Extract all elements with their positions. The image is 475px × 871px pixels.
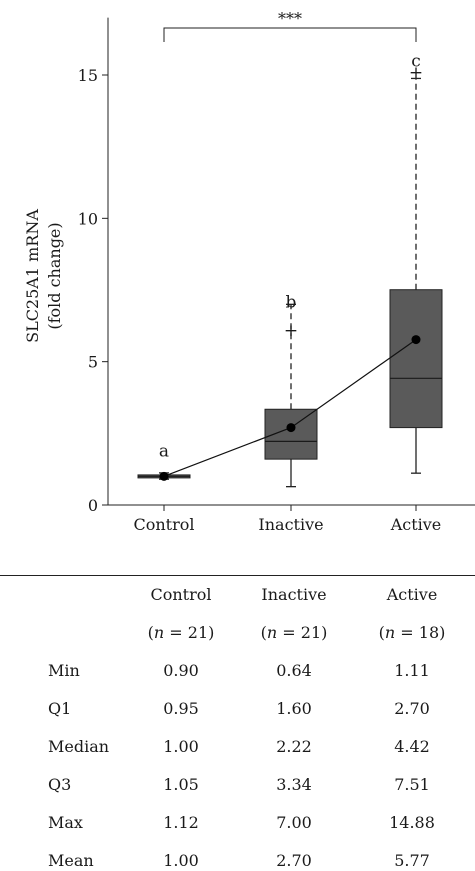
y-tick-label: 0 xyxy=(88,496,98,515)
table-cell: 1.11 xyxy=(394,661,430,680)
outlier-marker: + xyxy=(409,63,423,83)
table-column-n: (n = 21) xyxy=(147,623,215,642)
table-row-label: Max xyxy=(48,813,83,832)
table-cell: 5.77 xyxy=(394,851,430,870)
mean-point xyxy=(411,335,421,345)
mean-point xyxy=(286,423,296,433)
table-cell: 2.70 xyxy=(394,699,430,718)
y-tick-label: 15 xyxy=(78,66,98,85)
table-row-label: Q1 xyxy=(48,699,72,718)
table-cell: 0.90 xyxy=(163,661,199,680)
x-tick-label: Control xyxy=(133,515,194,534)
table-cell: 4.42 xyxy=(394,737,430,756)
y-axis-label-line1: SLC25A1 mRNA xyxy=(23,209,42,343)
x-tick-label: Inactive xyxy=(258,515,323,534)
table-row-label: Q3 xyxy=(48,775,72,794)
table-cell: 2.22 xyxy=(276,737,312,756)
table-cell: 2.70 xyxy=(276,851,312,870)
x-tick-label: Active xyxy=(390,515,442,534)
table-column-n: (n = 18) xyxy=(378,623,446,642)
table-row-label: Median xyxy=(48,737,110,756)
table-cell: 7.51 xyxy=(394,775,430,794)
box-iqr xyxy=(389,289,443,429)
y-axis-label: SLC25A1 mRNA (fold change) xyxy=(23,209,64,343)
table-cell: 7.00 xyxy=(276,813,312,832)
table-cell: 1.05 xyxy=(163,775,199,794)
box-active: +c xyxy=(389,52,443,474)
table-column-header: Control xyxy=(150,585,212,604)
y-axis-label-line2: (fold change) xyxy=(45,222,64,329)
table-column-header: Inactive xyxy=(261,585,327,604)
group-letter: c xyxy=(411,52,421,72)
group-letter: a xyxy=(159,442,169,462)
table-cell: 0.95 xyxy=(163,699,199,718)
table-column-n: (n = 21) xyxy=(260,623,328,642)
mean-point xyxy=(159,471,169,481)
table-row-label: Min xyxy=(48,661,80,680)
table-cell: 1.00 xyxy=(163,851,199,870)
box-series: a+b+c xyxy=(137,52,443,488)
significance-label: *** xyxy=(278,9,302,28)
group-letter: b xyxy=(286,292,297,312)
box-inactive: +b xyxy=(264,292,318,488)
y-tick-label: 10 xyxy=(78,209,98,228)
axes: 0 5 10 15 Control Inactive Active xyxy=(78,17,475,534)
table-cell: 1.12 xyxy=(163,813,199,832)
table-cell: 3.34 xyxy=(276,775,312,794)
table-cell: 14.88 xyxy=(389,813,435,832)
bracket-line xyxy=(163,27,417,42)
table-column-header: Active xyxy=(386,585,438,604)
y-tick-label: 5 xyxy=(88,353,98,372)
table-cell: 0.64 xyxy=(276,661,312,680)
table-cell: 1.00 xyxy=(163,737,199,756)
significance-bracket: *** xyxy=(163,9,417,42)
mean-series xyxy=(159,335,421,481)
table-top-rule xyxy=(0,575,475,576)
table-cell: 1.60 xyxy=(276,699,312,718)
boxplot-chart: SLC25A1 mRNA (fold change) 0 5 10 15 Control… xyxy=(23,9,475,534)
outlier-marker: + xyxy=(284,321,298,341)
table-row-label: Mean xyxy=(48,851,94,870)
